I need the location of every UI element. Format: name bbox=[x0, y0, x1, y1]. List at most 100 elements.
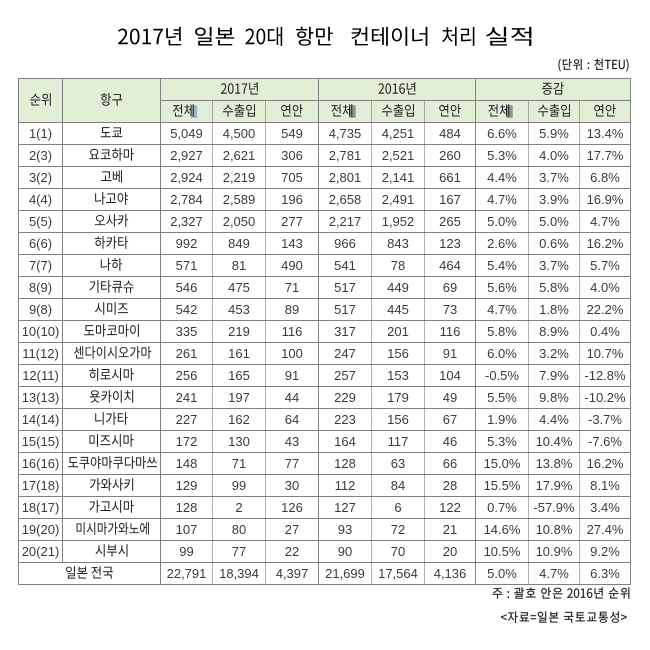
svg-text:197: 197 bbox=[228, 390, 250, 405]
svg-text:4.7%: 4.7% bbox=[539, 566, 569, 581]
svg-text:127: 127 bbox=[334, 500, 356, 515]
svg-text:153: 153 bbox=[387, 368, 409, 383]
svg-text:10(10): 10(10) bbox=[22, 324, 60, 339]
svg-text:4.7%: 4.7% bbox=[590, 214, 620, 229]
svg-text:241: 241 bbox=[176, 390, 198, 405]
svg-text:1.9%: 1.9% bbox=[487, 412, 517, 427]
svg-text:3(2): 3(2) bbox=[29, 170, 52, 185]
svg-text:99: 99 bbox=[232, 478, 246, 493]
svg-text:10.4%: 10.4% bbox=[536, 434, 573, 449]
svg-text:2,521: 2,521 bbox=[382, 148, 415, 163]
svg-text:542: 542 bbox=[176, 302, 198, 317]
svg-text:571: 571 bbox=[176, 258, 198, 273]
svg-text:5.3%: 5.3% bbox=[487, 434, 517, 449]
svg-text:2,801: 2,801 bbox=[329, 170, 362, 185]
svg-text:0.7%: 0.7% bbox=[487, 500, 517, 515]
svg-text:43: 43 bbox=[285, 434, 299, 449]
svg-text:16.9%: 16.9% bbox=[587, 192, 624, 207]
svg-text:541: 541 bbox=[334, 258, 356, 273]
svg-text:164: 164 bbox=[334, 434, 356, 449]
svg-text:9.2%: 9.2% bbox=[590, 544, 620, 559]
svg-text:123: 123 bbox=[439, 236, 461, 251]
svg-text:-57.9%: -57.9% bbox=[533, 500, 575, 515]
svg-text:128: 128 bbox=[334, 456, 356, 471]
svg-text:14(14): 14(14) bbox=[22, 412, 60, 427]
svg-text:4.0%: 4.0% bbox=[539, 148, 569, 163]
svg-text:5(5): 5(5) bbox=[29, 214, 52, 229]
svg-text:4.7%: 4.7% bbox=[487, 302, 517, 317]
svg-text:27.4%: 27.4% bbox=[587, 522, 624, 537]
svg-text:44: 44 bbox=[285, 390, 299, 405]
svg-text:-12.8%: -12.8% bbox=[584, 368, 626, 383]
svg-text:91: 91 bbox=[285, 368, 299, 383]
svg-text:517: 517 bbox=[334, 302, 356, 317]
svg-text:549: 549 bbox=[281, 126, 303, 141]
svg-text:6.0%: 6.0% bbox=[487, 346, 517, 361]
svg-text:4.0%: 4.0% bbox=[590, 280, 620, 295]
svg-text:0.4%: 0.4% bbox=[590, 324, 620, 339]
svg-text:484: 484 bbox=[439, 126, 461, 141]
svg-text:81: 81 bbox=[232, 258, 246, 273]
svg-text:5.0%: 5.0% bbox=[487, 566, 517, 581]
svg-text:257: 257 bbox=[334, 368, 356, 383]
svg-text:517: 517 bbox=[334, 280, 356, 295]
svg-text:10.5%: 10.5% bbox=[484, 544, 521, 559]
svg-text:4,136: 4,136 bbox=[434, 566, 467, 581]
svg-text:5,049: 5,049 bbox=[170, 126, 203, 141]
svg-text:4,500: 4,500 bbox=[223, 126, 256, 141]
svg-text:20(21): 20(21) bbox=[22, 544, 60, 559]
svg-text:-7.6%: -7.6% bbox=[588, 434, 622, 449]
svg-text:306: 306 bbox=[281, 148, 303, 163]
svg-text:2,491: 2,491 bbox=[382, 192, 415, 207]
svg-text:1.8%: 1.8% bbox=[539, 302, 569, 317]
svg-text:2,589: 2,589 bbox=[223, 192, 256, 207]
svg-text:90: 90 bbox=[338, 544, 352, 559]
svg-text:15.5%: 15.5% bbox=[484, 478, 521, 493]
svg-text:167: 167 bbox=[439, 192, 461, 207]
svg-text:9.8%: 9.8% bbox=[539, 390, 569, 405]
svg-text:156: 156 bbox=[387, 346, 409, 361]
svg-text:20: 20 bbox=[443, 544, 457, 559]
svg-text:6(6): 6(6) bbox=[29, 236, 52, 251]
svg-text:5.3%: 5.3% bbox=[487, 148, 517, 163]
svg-text:6.3%: 6.3% bbox=[590, 566, 620, 581]
svg-text:2,927: 2,927 bbox=[170, 148, 203, 163]
svg-text:1,952: 1,952 bbox=[382, 214, 415, 229]
svg-text:179: 179 bbox=[387, 390, 409, 405]
svg-text:2,924: 2,924 bbox=[170, 170, 203, 185]
svg-text:28: 28 bbox=[443, 478, 457, 493]
svg-text:260: 260 bbox=[439, 148, 461, 163]
svg-text:5.4%: 5.4% bbox=[487, 258, 517, 273]
svg-text:3.2%: 3.2% bbox=[539, 346, 569, 361]
svg-text:475: 475 bbox=[228, 280, 250, 295]
svg-text:7(7): 7(7) bbox=[29, 258, 52, 273]
svg-text:966: 966 bbox=[334, 236, 356, 251]
svg-text:2,658: 2,658 bbox=[329, 192, 362, 207]
svg-text:10.9%: 10.9% bbox=[536, 544, 573, 559]
svg-text:15(15): 15(15) bbox=[22, 434, 60, 449]
svg-text:5.7%: 5.7% bbox=[590, 258, 620, 273]
svg-text:91: 91 bbox=[443, 346, 457, 361]
svg-text:247: 247 bbox=[334, 346, 356, 361]
svg-text:71: 71 bbox=[285, 280, 299, 295]
svg-text:72: 72 bbox=[391, 522, 405, 537]
svg-text:161: 161 bbox=[228, 346, 250, 361]
svg-text:13(13): 13(13) bbox=[22, 390, 60, 405]
svg-text:843: 843 bbox=[387, 236, 409, 251]
svg-text:19(20): 19(20) bbox=[22, 522, 60, 537]
svg-text:2,781: 2,781 bbox=[329, 148, 362, 163]
svg-text:8(9): 8(9) bbox=[29, 280, 52, 295]
svg-text:172: 172 bbox=[176, 434, 198, 449]
svg-text:21,699: 21,699 bbox=[325, 566, 365, 581]
svg-text:107: 107 bbox=[176, 522, 198, 537]
svg-text:22.2%: 22.2% bbox=[587, 302, 624, 317]
svg-text:4.4%: 4.4% bbox=[539, 412, 569, 427]
svg-text:229: 229 bbox=[334, 390, 356, 405]
svg-text:2,141: 2,141 bbox=[382, 170, 415, 185]
svg-text:143: 143 bbox=[281, 236, 303, 251]
svg-text:10.8%: 10.8% bbox=[536, 522, 573, 537]
svg-text:992: 992 bbox=[176, 236, 198, 251]
svg-text:18,394: 18,394 bbox=[219, 566, 259, 581]
svg-text:2,621: 2,621 bbox=[223, 148, 256, 163]
svg-text:5.6%: 5.6% bbox=[487, 280, 517, 295]
